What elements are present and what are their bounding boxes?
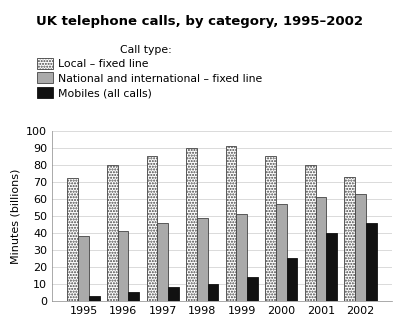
Bar <box>186 148 197 301</box>
Bar <box>276 204 287 301</box>
Text: UK telephone calls, by category, 1995–2002: UK telephone calls, by category, 1995–20… <box>36 15 364 28</box>
Bar <box>147 156 157 301</box>
Bar <box>107 165 118 301</box>
Bar <box>118 231 128 301</box>
Bar <box>197 217 208 301</box>
Bar <box>208 284 218 301</box>
Bar <box>344 177 355 301</box>
Bar <box>78 236 89 301</box>
Bar <box>247 277 258 301</box>
Bar <box>355 194 366 301</box>
Bar <box>326 233 337 301</box>
Bar <box>265 156 276 301</box>
Bar <box>305 165 316 301</box>
Bar <box>226 146 236 301</box>
Legend: Local – fixed line, National and international – fixed line, Mobiles (all calls): Local – fixed line, National and interna… <box>38 45 262 98</box>
Bar <box>168 287 179 301</box>
Bar <box>366 223 376 301</box>
Bar <box>128 292 139 301</box>
Bar <box>236 214 247 301</box>
Bar <box>287 258 297 301</box>
Y-axis label: Minutes (billions): Minutes (billions) <box>10 168 20 264</box>
Bar <box>316 197 326 301</box>
Bar <box>68 179 78 301</box>
Bar <box>89 296 100 301</box>
Bar <box>157 223 168 301</box>
